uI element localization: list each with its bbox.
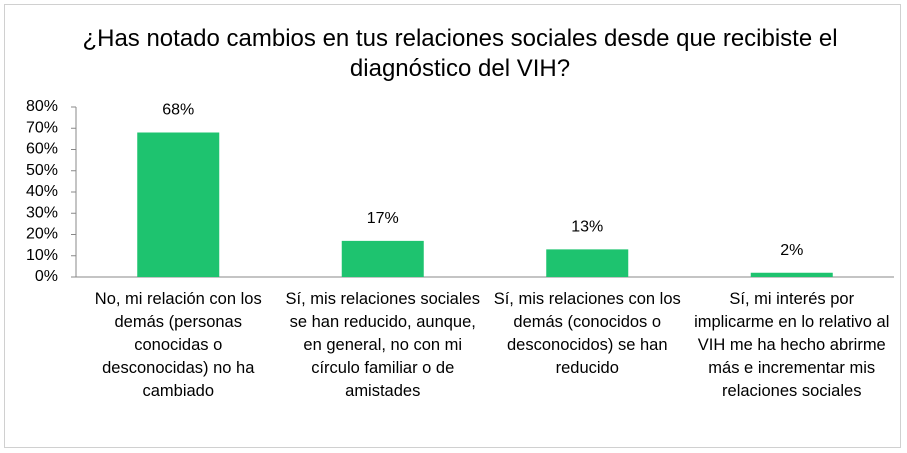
chart-frame (4, 4, 901, 448)
value-label: 13% (571, 219, 603, 236)
bar (750, 272, 833, 277)
y-tick-label: 50% (26, 162, 58, 179)
bar (137, 132, 220, 277)
y-tick-label: 20% (26, 226, 58, 243)
y-tick-label: 40% (26, 183, 58, 200)
value-label: 2% (780, 242, 803, 259)
y-tick-label: 10% (26, 247, 58, 264)
y-tick-label: 60% (26, 141, 58, 158)
bar (546, 249, 629, 277)
y-tick-label: 0% (35, 268, 58, 285)
bar (341, 240, 424, 277)
x-tick-label: No, mi relación con los demás (personas … (94, 290, 262, 400)
value-label: 68% (162, 102, 194, 119)
y-tick-label: 70% (26, 119, 58, 136)
chart-title: ¿Has notado cambios en tus relaciones so… (82, 25, 838, 82)
x-tick-label: Sí, mis relaciones con los demás (conoci… (493, 290, 681, 377)
x-tick-label: Sí, mi interés por implicarme en lo rela… (694, 290, 890, 400)
y-tick-label: 80% (26, 98, 58, 115)
y-tick-label: 30% (26, 204, 58, 221)
value-label: 17% (367, 210, 399, 227)
x-tick-label: Sí, mis relaciones sociales se han reduc… (285, 290, 480, 400)
